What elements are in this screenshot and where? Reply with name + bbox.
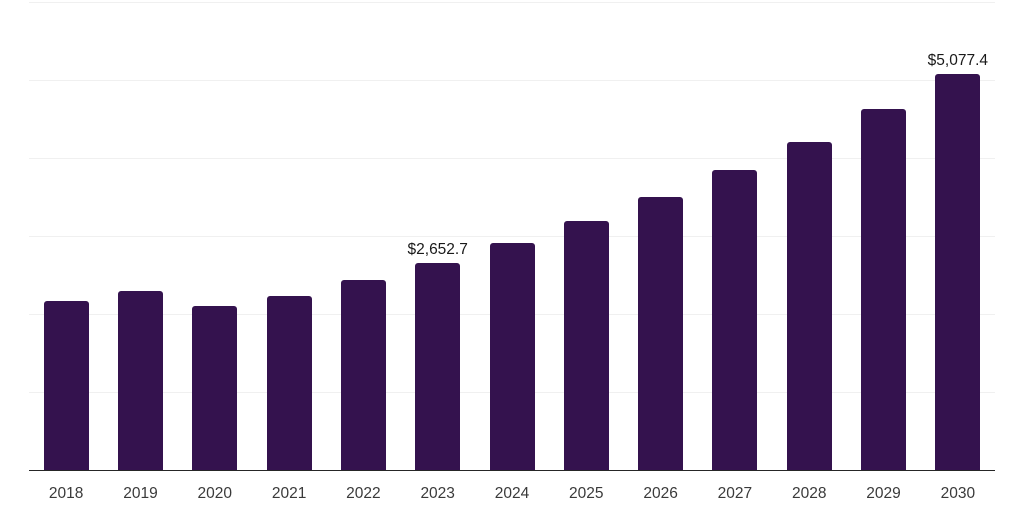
- gridline: [29, 236, 995, 237]
- bar-2023[interactable]: [415, 263, 461, 470]
- bar-2025[interactable]: [563, 221, 609, 470]
- x-tick-label-2028: 2028: [791, 485, 827, 502]
- bar-2019[interactable]: [117, 290, 163, 470]
- bar-value-label-2030: $5,077.4: [927, 51, 989, 69]
- bar-2018[interactable]: [43, 300, 89, 470]
- gridline: [29, 80, 995, 81]
- gridline: [29, 2, 995, 3]
- bar-2020[interactable]: [192, 306, 238, 470]
- x-tick-label-2022: 2022: [346, 485, 381, 502]
- bar-2021[interactable]: [266, 296, 312, 470]
- x-tick-label-2027: 2027: [717, 485, 753, 502]
- bar-2022[interactable]: [340, 279, 386, 470]
- x-tick-label-2026: 2026: [643, 485, 678, 502]
- bar-2027[interactable]: [712, 170, 758, 470]
- x-tick-label-2018: 2018: [48, 485, 84, 502]
- x-tick-label-2023: 2023: [420, 485, 455, 502]
- x-tick-label-2020: 2020: [197, 485, 232, 502]
- gridline: [29, 158, 995, 159]
- x-tick-label-2024: 2024: [494, 485, 530, 502]
- bar-2024[interactable]: [489, 243, 535, 470]
- bar-2029[interactable]: [861, 108, 907, 470]
- x-tick-label-2025: 2025: [569, 485, 604, 502]
- x-axis-line: [29, 469, 995, 471]
- bar-value-label-2023: $2,652.7: [407, 241, 468, 259]
- bar-2030[interactable]: [935, 73, 981, 470]
- x-tick-label-2021: 2021: [271, 485, 307, 502]
- x-tick-label-2030: 2030: [940, 485, 976, 502]
- bar-2026[interactable]: [638, 197, 684, 470]
- x-tick-label-2029: 2029: [866, 485, 901, 502]
- bar-2028[interactable]: [786, 142, 832, 470]
- x-tick-label-2019: 2019: [123, 485, 158, 502]
